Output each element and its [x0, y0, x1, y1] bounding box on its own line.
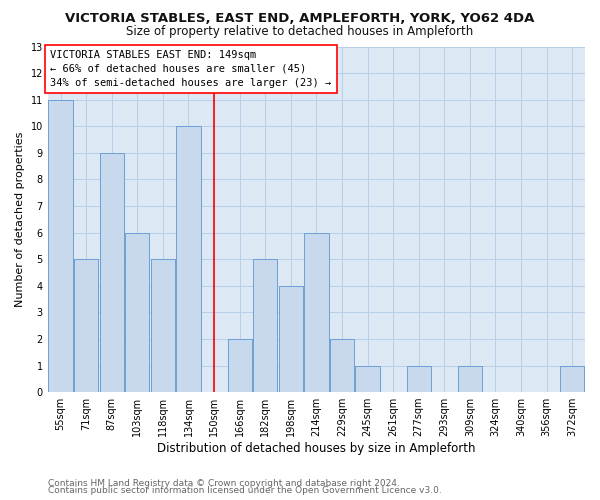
Bar — [49, 100, 73, 392]
Bar — [74, 259, 98, 392]
Bar — [151, 259, 175, 392]
Bar — [458, 366, 482, 392]
Bar — [278, 286, 303, 392]
Bar — [227, 339, 252, 392]
Text: VICTORIA STABLES EAST END: 149sqm
← 66% of detached houses are smaller (45)
34% : VICTORIA STABLES EAST END: 149sqm ← 66% … — [50, 50, 332, 88]
Bar — [407, 366, 431, 392]
Text: Contains public sector information licensed under the Open Government Licence v3: Contains public sector information licen… — [48, 486, 442, 495]
Bar — [176, 126, 200, 392]
X-axis label: Distribution of detached houses by size in Ampleforth: Distribution of detached houses by size … — [157, 442, 476, 455]
Bar — [330, 339, 354, 392]
Text: VICTORIA STABLES, EAST END, AMPLEFORTH, YORK, YO62 4DA: VICTORIA STABLES, EAST END, AMPLEFORTH, … — [65, 12, 535, 26]
Bar — [253, 259, 277, 392]
Bar — [304, 232, 329, 392]
Bar — [355, 366, 380, 392]
Text: Contains HM Land Registry data © Crown copyright and database right 2024.: Contains HM Land Registry data © Crown c… — [48, 478, 400, 488]
Text: Size of property relative to detached houses in Ampleforth: Size of property relative to detached ho… — [127, 25, 473, 38]
Y-axis label: Number of detached properties: Number of detached properties — [15, 132, 25, 307]
Bar — [560, 366, 584, 392]
Bar — [100, 153, 124, 392]
Bar — [125, 232, 149, 392]
